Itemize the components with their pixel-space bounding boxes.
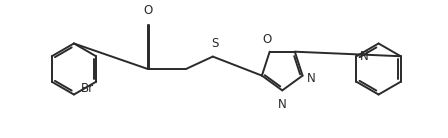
Text: O: O	[263, 33, 272, 46]
Text: N: N	[278, 98, 287, 111]
Text: S: S	[211, 37, 219, 50]
Text: N: N	[307, 72, 316, 85]
Text: Br: Br	[81, 83, 94, 95]
Text: N: N	[360, 50, 369, 63]
Text: O: O	[143, 4, 152, 17]
